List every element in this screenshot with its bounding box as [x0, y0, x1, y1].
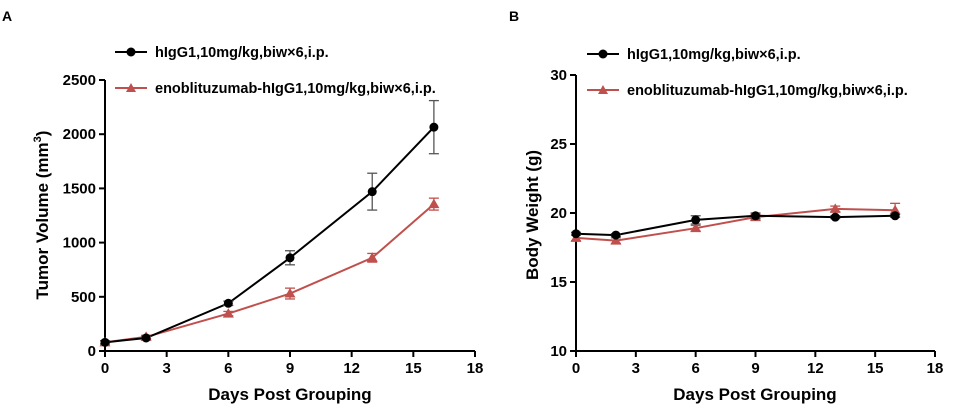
data-point [284, 288, 296, 298]
y-tick-label: 20 [550, 205, 567, 222]
legend-marker-enoblituzumab [598, 85, 608, 94]
data-point [829, 203, 841, 213]
x-tick-label: 6 [691, 360, 699, 377]
x-tick-label: 12 [807, 360, 824, 377]
data-point [691, 215, 701, 225]
x-tick-label: 12 [343, 360, 360, 377]
data-point [690, 222, 702, 233]
x-tick-label: 15 [405, 360, 422, 377]
x-tick-label: 0 [572, 360, 580, 377]
data-point [571, 229, 581, 239]
data-point [428, 198, 440, 209]
x-tick-label: 18 [467, 360, 484, 377]
y-axis-title-a-end: ) [33, 131, 52, 137]
data-point [223, 298, 233, 308]
x-tick-label: 6 [224, 360, 232, 377]
y-tick-label: 15 [550, 274, 567, 291]
x-tick-label: 18 [927, 360, 944, 377]
data-point [890, 211, 900, 221]
y-tick-label: 2500 [63, 72, 96, 89]
x-axis-title-a: Days Post Grouping [208, 385, 371, 404]
data-point [830, 212, 840, 222]
axes-b: 0 3 6 9 12 15 18 10 15 20 25 30 [550, 67, 943, 377]
legend-a: hIgG1,10mg/kg,biw×6,i.p. enoblituzumab-h… [115, 45, 436, 97]
panel-letter-b: B [509, 8, 519, 24]
series-enoblituzumab [570, 202, 901, 245]
series-line [104, 126, 435, 344]
y-tick-label: 0 [88, 343, 96, 360]
data-point [610, 235, 622, 245]
data-point [751, 211, 760, 221]
axes-a: 0 3 6 9 12 15 18 0 500 1000 1500 2000 2500 [63, 72, 484, 377]
x-tick-label: 9 [286, 360, 294, 377]
y-tick-label: 2000 [63, 126, 96, 143]
plot-area-a [99, 99, 440, 347]
series-hIgG1 [100, 99, 439, 347]
legend-b: hIgG1,10mg/kg,biw×6,i.p. enoblituzumab-h… [587, 47, 908, 99]
x-tick-label: 0 [101, 360, 109, 377]
y-axis-title-a: Tumor Volume (mm3) [32, 131, 52, 300]
legend-marker-hIgG1 [126, 47, 136, 57]
legend-label-enoblituzumab: enoblituzumab-hIgG1,10mg/kg,biw×6,i.p. [155, 81, 436, 97]
data-point [100, 337, 110, 347]
legend-label-enoblituzumab: enoblituzumab-hIgG1,10mg/kg,biw×6,i.p. [627, 83, 908, 99]
x-tick-label: 9 [751, 360, 759, 377]
series-line [575, 207, 896, 242]
panel-a: A hIgG1,10mg/kg,biw×6,i.p. enoblituzumab… [2, 8, 483, 404]
y-tick-label: 10 [550, 343, 567, 360]
y-axis-title-a-sup: 3 [32, 136, 44, 142]
data-point [611, 230, 621, 240]
data-point [889, 204, 901, 215]
legend-marker-enoblituzumab [126, 83, 136, 92]
x-tick-label: 3 [162, 360, 170, 377]
y-axis-title-b: Body Weight (g) [523, 150, 542, 280]
y-tick-label: 1000 [63, 235, 96, 252]
legend-label-hIgG1: hIgG1,10mg/kg,biw×6,i.p. [155, 45, 329, 61]
data-point [285, 253, 295, 263]
data-point [222, 308, 234, 318]
panel-letter-a: A [2, 8, 12, 24]
legend-label-hIgG1: hIgG1,10mg/kg,biw×6,i.p. [627, 47, 801, 63]
data-point [366, 252, 378, 262]
x-tick-label: 15 [867, 360, 884, 377]
series-hIgG1 [571, 211, 901, 240]
panel-b: B hIgG1,10mg/kg,biw×6,i.p. enoblituzumab… [509, 8, 943, 404]
y-tick-label: 25 [550, 136, 567, 153]
y-tick-label: 30 [550, 67, 567, 84]
plot-area-b [570, 202, 901, 245]
y-tick-label: 500 [71, 289, 96, 306]
y-tick-label: 1500 [63, 180, 96, 197]
data-point [367, 187, 377, 197]
data-point [141, 333, 151, 343]
x-tick-label: 3 [632, 360, 640, 377]
series-line [575, 214, 896, 237]
y-axis-title-a-main: Tumor Volume (mm [33, 142, 52, 299]
x-axis-title-b: Days Post Grouping [673, 385, 836, 404]
legend-marker-hIgG1 [598, 49, 608, 59]
data-point [429, 122, 439, 132]
